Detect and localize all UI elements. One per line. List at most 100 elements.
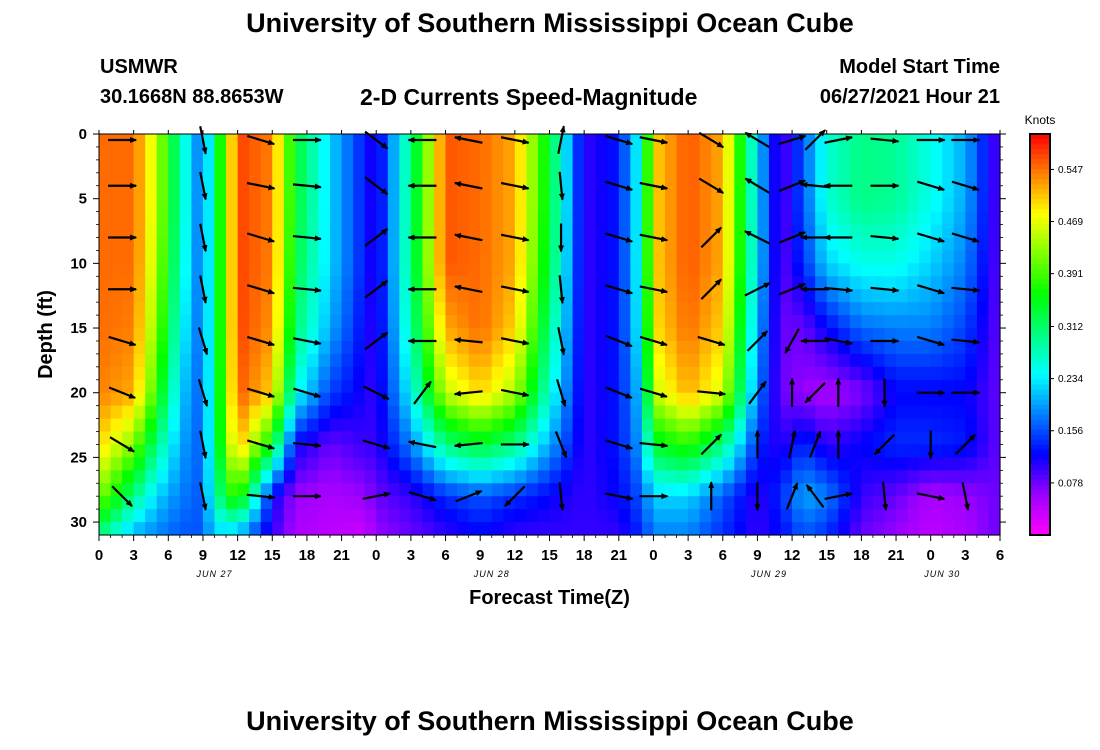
- heatmap-cell: [191, 366, 204, 381]
- heatmap-cell: [988, 146, 1001, 161]
- heatmap-cell: [942, 172, 955, 187]
- colorbar-segment: [1030, 144, 1050, 150]
- heatmap-cell: [214, 172, 227, 187]
- heatmap-cell: [330, 353, 343, 368]
- heatmap-cell: [283, 522, 296, 536]
- current-vector-arrow: [246, 439, 276, 450]
- heatmap-cell: [514, 159, 527, 174]
- heatmap-cell: [364, 522, 377, 536]
- heatmap-cell: [122, 146, 135, 161]
- current-vector-arrow: [453, 181, 483, 190]
- heatmap-cell: [688, 457, 701, 471]
- heatmap-cell: [445, 470, 458, 484]
- heatmap-cell: [849, 353, 862, 368]
- colorbar-segment: [1030, 179, 1050, 185]
- heatmap-cell: [480, 444, 493, 458]
- heatmap-cell: [768, 198, 782, 213]
- heatmap-cell: [364, 237, 377, 252]
- heatmap-cell: [445, 418, 458, 433]
- heatmap-cell: [584, 457, 597, 471]
- heatmap-cell: [734, 159, 747, 174]
- heatmap-cell: [353, 431, 366, 446]
- heatmap-cell: [376, 509, 389, 523]
- heatmap-cell: [526, 134, 539, 148]
- heatmap-cell: [295, 457, 308, 471]
- colorbar-segment: [1030, 459, 1050, 466]
- heatmap-cell: [318, 263, 331, 277]
- heatmap-cell: [202, 353, 216, 368]
- heatmap-cell: [156, 366, 169, 381]
- heatmap-cell: [145, 366, 158, 381]
- heatmap-cell: [711, 522, 724, 536]
- heatmap-cell: [988, 496, 1001, 510]
- heatmap-cell: [433, 250, 447, 264]
- heatmap-cell: [468, 392, 481, 407]
- heatmap-cell: [676, 250, 689, 264]
- heatmap-cell: [318, 159, 331, 174]
- current-vector-arrow: [555, 378, 567, 408]
- heatmap-cell: [537, 224, 551, 239]
- heatmap-cell: [260, 211, 273, 226]
- colorbar-segment: [1030, 344, 1050, 351]
- heatmap-cell: [306, 457, 320, 471]
- heatmap-cell: [734, 392, 747, 407]
- heatmap-cell: [457, 522, 470, 536]
- current-vector-arrow: [605, 334, 633, 348]
- heatmap-cell: [919, 509, 932, 523]
- heatmap-cell: [387, 522, 400, 536]
- heatmap-cell: [607, 470, 620, 484]
- heatmap-cell: [503, 483, 516, 497]
- heatmap-cell: [919, 431, 932, 446]
- heatmap-cell: [872, 159, 886, 174]
- heatmap-cell: [803, 470, 816, 484]
- heatmap-cell: [584, 134, 597, 148]
- heatmap-cell: [907, 198, 920, 213]
- current-vector-arrow: [504, 485, 526, 507]
- heatmap-cell: [353, 250, 366, 264]
- heatmap-cell: [341, 405, 354, 420]
- heatmap-cell: [179, 483, 193, 497]
- heatmap-cell: [861, 431, 874, 446]
- heatmap-cell: [676, 289, 689, 303]
- heatmap-cell: [179, 522, 193, 536]
- heatmap-cell: [445, 496, 458, 510]
- heatmap-cell: [179, 328, 193, 342]
- heatmap-cell: [919, 263, 932, 277]
- heatmap-cell: [480, 340, 493, 355]
- heatmap-cell: [907, 172, 920, 187]
- x-tick-label: 21: [888, 547, 905, 564]
- heatmap-cell: [803, 457, 816, 471]
- colorbar-segment: [1030, 324, 1050, 331]
- heatmap-cell: [122, 315, 135, 329]
- heatmap-cell: [433, 134, 447, 148]
- heatmap-cell: [896, 224, 909, 239]
- heatmap-cell: [260, 276, 273, 290]
- heatmap-cell: [641, 457, 655, 471]
- heatmap-cell: [353, 276, 366, 290]
- heatmap-cell: [318, 496, 331, 510]
- heatmap-cell: [422, 224, 435, 239]
- heatmap-cell: [792, 237, 805, 252]
- heatmap-cell: [618, 302, 631, 316]
- heatmap-cell: [99, 509, 112, 523]
- heatmap-cell: [826, 483, 839, 497]
- heatmap-cell: [122, 289, 135, 303]
- heatmap-cell: [861, 457, 874, 471]
- current-vector-arrow: [605, 180, 634, 191]
- heatmap-cell: [965, 418, 978, 433]
- heatmap-cell: [145, 392, 158, 407]
- heatmap-cell: [849, 366, 862, 381]
- heatmap-cell: [226, 366, 239, 381]
- heatmap-cell: [110, 146, 123, 161]
- heatmap-cell: [110, 224, 123, 239]
- heatmap-cell: [722, 457, 735, 471]
- heatmap-cell: [780, 379, 793, 394]
- heatmap-cell: [826, 185, 839, 200]
- heatmap-cell: [572, 483, 585, 497]
- heatmap-cell: [110, 276, 123, 290]
- heatmap-cell: [792, 185, 805, 200]
- heatmap-cell: [549, 159, 562, 174]
- heatmap-cell: [237, 146, 250, 161]
- heatmap-cell: [988, 379, 1001, 394]
- heatmap-cell: [387, 470, 400, 484]
